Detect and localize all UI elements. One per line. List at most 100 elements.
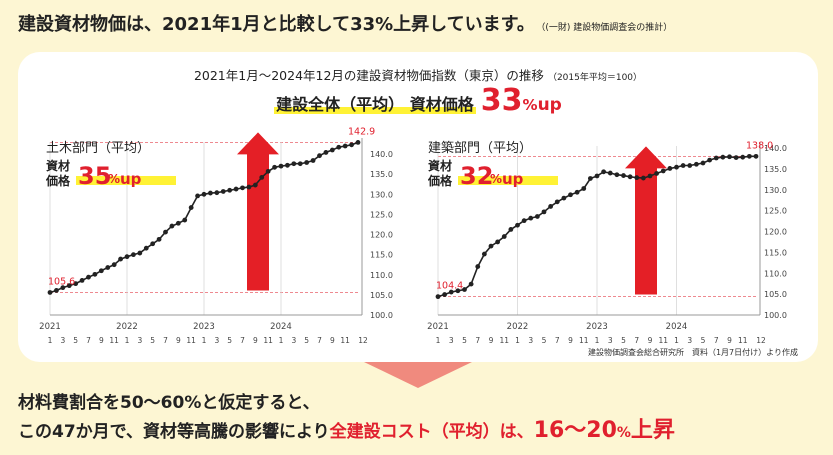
building-data-point: [713, 155, 719, 161]
building-month-label: 1: [515, 336, 520, 345]
building-data-point: [568, 192, 573, 198]
civil-y-tick-label: 110.0: [370, 271, 393, 280]
civil-data-point: [118, 256, 123, 262]
civil-data-point: [336, 144, 342, 150]
civil-month-label: 7: [240, 336, 245, 345]
overall-suffix: up: [537, 95, 562, 115]
building-badge-label-1: 資材: [428, 158, 452, 173]
civil-data-point: [86, 274, 91, 280]
conclusion-percent: %: [616, 425, 631, 441]
civil-data-point: [355, 139, 361, 145]
overall-unit: %: [522, 96, 538, 114]
civil-data-point: [297, 161, 303, 167]
civil-badge-label-1: 資材: [46, 158, 70, 173]
civil-data-point: [124, 254, 130, 260]
down-arrow-icon: [364, 362, 472, 388]
building-month-label: 11: [579, 336, 589, 345]
civil-y-tick-label: 105.0: [370, 291, 393, 300]
chart-subtitle-text: 2021年1月〜2024年12月の建設資材物価指数（東京）の推移: [193, 68, 544, 83]
chart-card: 2021年1月〜2024年12月の建設資材物価指数（東京）の推移 （2015年平均…: [18, 52, 818, 362]
civil-month-label: 5: [150, 336, 155, 345]
conclusion-rise: 上昇: [630, 418, 675, 443]
civil-data-point: [227, 187, 233, 193]
building-panel-title: 建築部門（平均）: [428, 141, 532, 156]
building-month-label: 9: [648, 336, 653, 345]
building-month-label: 12: [756, 336, 766, 345]
civil-data-point: [195, 193, 200, 199]
building-data-point: [581, 186, 587, 191]
civil-month-label: 11: [109, 336, 119, 345]
building-month-label: 9: [489, 336, 494, 345]
building-data-point: [647, 173, 653, 179]
building-badge-value: 32: [460, 162, 493, 190]
building-start-value-label: 104.4: [436, 281, 463, 292]
building-badge-highlight: [458, 176, 558, 185]
civil-month-label: 11: [186, 336, 196, 345]
civil-data-point: [291, 161, 297, 167]
building-month-label: 11: [499, 336, 509, 345]
conclusion-range: 16〜20: [533, 418, 617, 443]
building-data-point: [587, 176, 593, 181]
building-data-point: [435, 294, 441, 300]
building-end-value-label: 138.0: [746, 140, 773, 151]
building-data-point: [521, 218, 527, 224]
civil-data-point: [220, 189, 226, 194]
building-data-point: [627, 174, 633, 180]
civil-y-tick-label: 120.0: [370, 231, 393, 240]
civil-data-point: [111, 262, 117, 268]
civil-month-label: 5: [227, 336, 232, 345]
building-month-label: 7: [555, 336, 560, 345]
civil-month-label: 3: [137, 336, 142, 345]
civil-badge-label-2: 価格: [45, 173, 71, 188]
civil-month-label: 12: [358, 336, 368, 345]
building-data-point: [481, 251, 487, 257]
conclusion-line-2-a: この47か月で、資材等高騰の影響により: [18, 422, 330, 442]
building-month-label: 5: [701, 336, 706, 345]
civil-month-label: 7: [86, 336, 91, 345]
building-data-point: [515, 222, 520, 228]
civil-data-point: [240, 185, 245, 191]
chart-subtitle-note: （2015年平均＝100）: [547, 73, 643, 83]
overall-label: 建設全体（平均） 資材価格: [274, 95, 476, 114]
civil-data-point: [310, 158, 316, 163]
civil-month-label: 3: [60, 336, 65, 345]
civil-month-label: 9: [330, 336, 335, 345]
building-data-point: [475, 264, 481, 269]
building-data-point: [753, 153, 759, 159]
building-month-label: 7: [714, 336, 719, 345]
civil-y-tick-label: 130.0: [370, 190, 393, 199]
building-data-point: [554, 199, 560, 205]
building-data-point: [601, 169, 607, 175]
civil-badge-highlight: [76, 176, 176, 185]
headline-note: （(一財) 建設物価調査会の推計）: [540, 23, 673, 33]
building-y-tick-label: 115.0: [764, 248, 787, 257]
building-badge-label-2: 価格: [427, 173, 453, 188]
building-y-tick-label: 110.0: [764, 269, 787, 278]
civil-end-value-label: 142.9: [348, 126, 375, 137]
building-data-point: [561, 195, 567, 201]
building-month-label: 1: [674, 336, 679, 345]
building-month-label: 5: [542, 336, 547, 345]
civil-data-point: [233, 186, 239, 192]
civil-data-point: [272, 164, 277, 170]
building-y-tick-label: 135.0: [764, 165, 787, 174]
civil-data-point: [188, 205, 194, 210]
civil-data-point: [47, 290, 53, 295]
building-data-point: [462, 287, 467, 292]
civil-data-point: [175, 220, 181, 226]
building-data-point: [621, 173, 626, 178]
building-data-point: [727, 154, 732, 160]
civil-data-point: [252, 182, 258, 188]
headline: 建設資材物価は、2021年1月と比較して33%上昇しています。 （(一財) 建設物…: [18, 10, 672, 36]
headline-text: 建設資材物価は、2021年1月と比較して33%上昇しています。: [18, 14, 535, 35]
civil-month-label: 7: [163, 336, 168, 345]
building-data-point: [667, 166, 673, 171]
building-y-tick-label: 130.0: [764, 186, 787, 195]
civil-month-label: 1: [48, 336, 53, 345]
civil-data-point: [137, 250, 143, 256]
civil-month-label: 1: [279, 336, 284, 345]
building-month-label: 7: [475, 336, 480, 345]
civil-month-label: 11: [340, 336, 350, 345]
building-year-label: 2022: [507, 322, 529, 332]
civil-y-tick-label: 100.0: [370, 311, 393, 320]
